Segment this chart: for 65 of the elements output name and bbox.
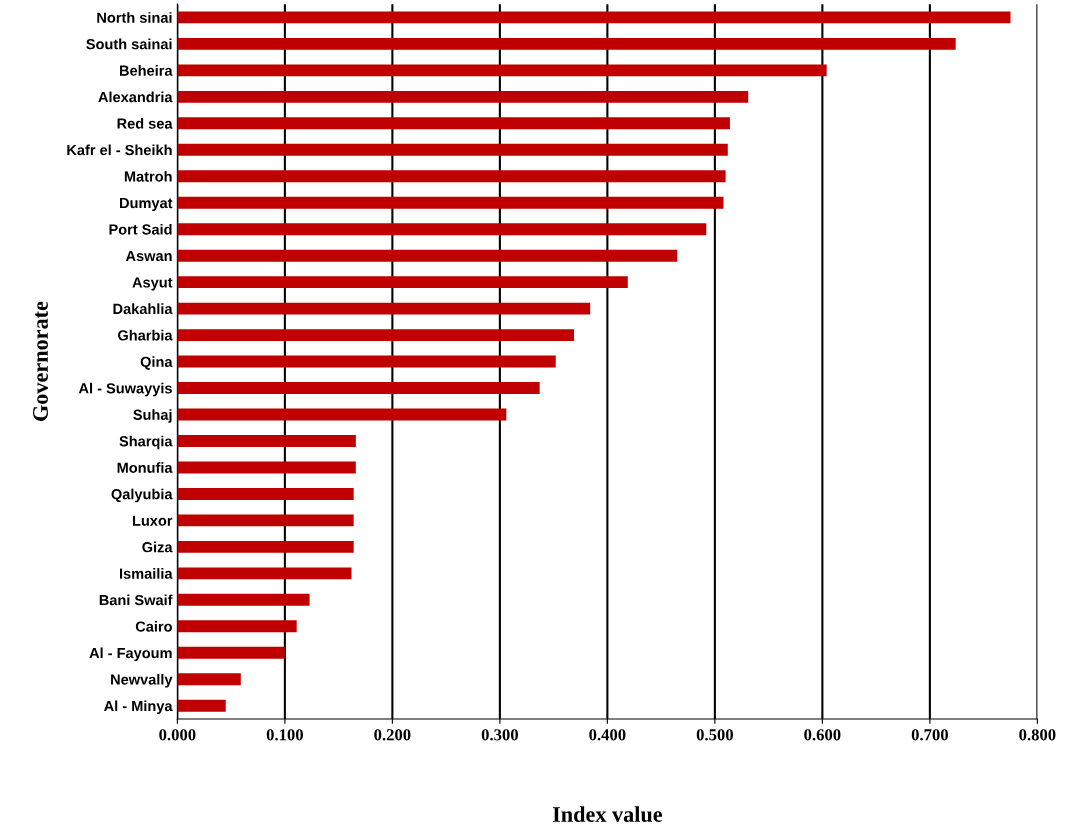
bar [177,170,726,183]
bar [177,646,285,659]
bar [177,64,827,77]
y-tick-label: Red sea [117,118,173,129]
y-tick-label: Newvally [111,673,173,688]
y-tick-label: Qalyubia [111,488,173,503]
y-tick-label: Beheira [119,65,173,76]
bar [177,355,556,368]
y-axis-title: Governorate [33,301,48,421]
bar [177,11,1011,24]
y-tick-label: Ismailia [119,568,173,579]
y-tick-label: Port Said [109,223,172,235]
y-tick-label: Luxor [132,515,173,526]
y-tick-label: North sinai [97,12,172,23]
y-tick-label: Bani Swaif [99,594,173,606]
y-tick-label: Kafr el - Sheikh [67,144,172,156]
y-tick-label: Aswan [125,250,172,262]
x-tick-label: 0.000 [159,729,196,741]
bar [177,90,749,103]
bar [177,673,241,686]
bar [177,461,356,474]
bar [177,196,724,209]
x-tick-label: 0.400 [589,729,626,741]
y-tick-label: South sainai [86,38,172,50]
y-tick-label: Al - Minya [104,700,173,715]
bar [177,382,540,394]
bar [177,699,226,712]
y-tick-label: Gharbia [118,329,173,341]
x-tick-label: 0.300 [481,729,518,741]
y-tick-label: Al - Fayoum [89,647,172,662]
y-tick-label: Dakahlia [113,303,173,315]
bar [177,408,507,421]
y-tick-label: Alexandria [98,91,173,103]
x-tick-label: 0.200 [374,729,411,741]
bar [177,487,354,500]
y-tick-label: Asyut [132,277,173,291]
y-tick-label: Monufia [117,462,173,473]
y-tick-label: Suhaj [133,409,172,423]
bar [177,540,354,553]
y-tick-label: Al - Suwayyis [78,382,172,397]
bar [177,249,678,262]
bar [177,37,956,50]
y-tick-label: Qina [140,356,173,370]
bar [177,514,354,527]
bar [177,567,352,580]
x-tick-label: 0.800 [1019,729,1056,741]
x-tick-label: 0.600 [804,729,841,741]
x-tick-label: 0.500 [696,729,733,741]
bar [177,329,575,342]
x-tick-label: 0.700 [911,729,948,741]
bar [177,435,356,447]
bar [177,143,728,156]
y-tick-label: Matroh [124,170,172,182]
y-tick-label: Dumyat [120,197,173,212]
x-axis-title: Index value [552,806,663,822]
bar [177,223,707,236]
y-tick-label: Sharqia [119,435,173,450]
bar [177,276,628,289]
x-tick-label: 0.100 [266,729,303,741]
bar [177,302,591,315]
bar [177,593,310,606]
y-tick-label: Cairo [135,621,172,632]
y-tick-label: Giza [142,541,173,553]
bar [177,620,297,633]
bar [177,117,730,130]
